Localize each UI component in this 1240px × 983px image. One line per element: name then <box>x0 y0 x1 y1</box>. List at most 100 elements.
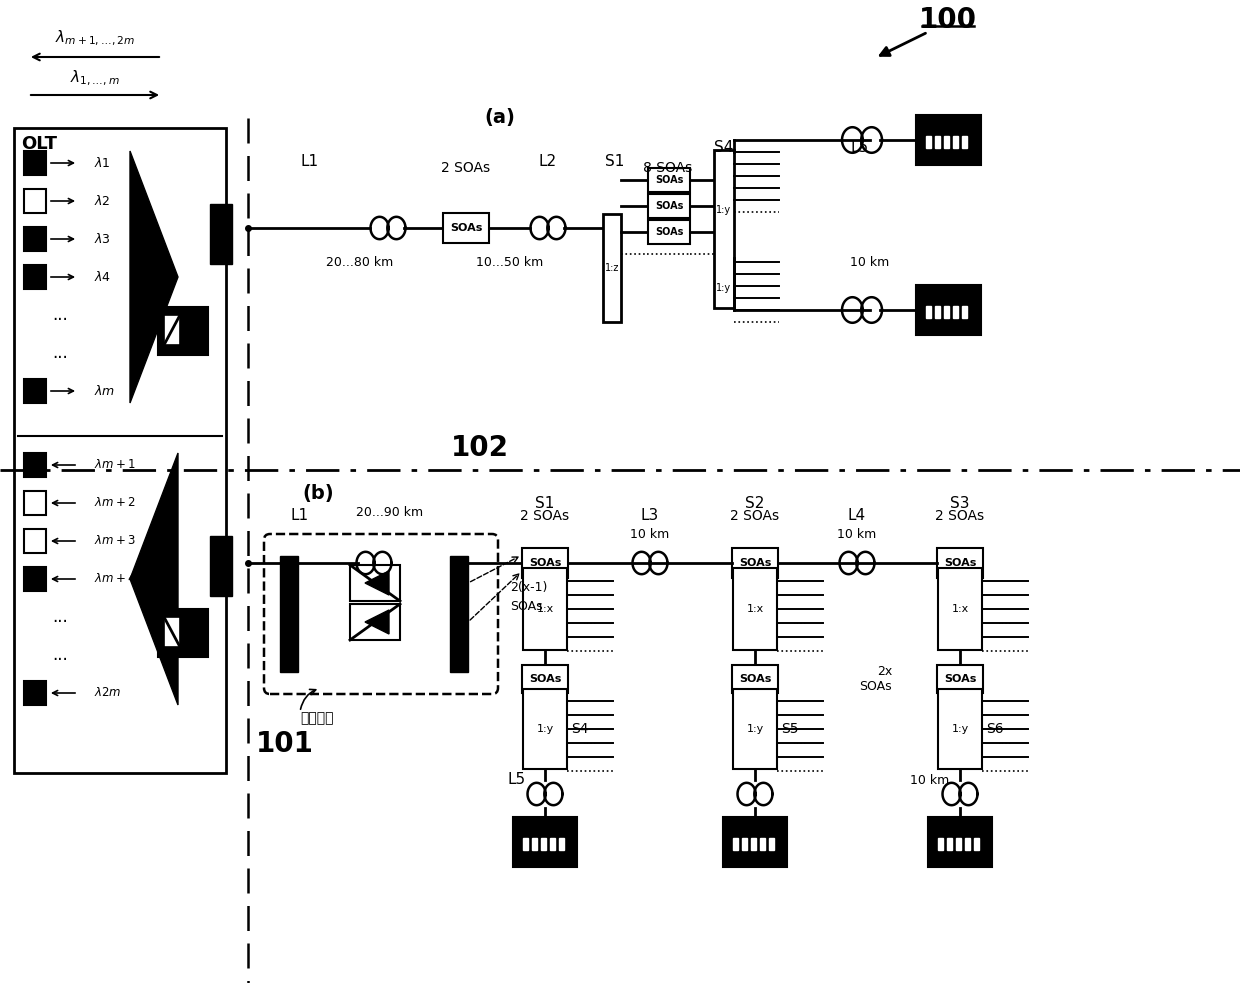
Text: SOAs: SOAs <box>450 223 482 233</box>
Text: 1:x: 1:x <box>537 604 553 614</box>
Bar <box>532 838 537 850</box>
Text: 102: 102 <box>451 434 508 462</box>
Text: SOAs: SOAs <box>528 674 562 684</box>
Bar <box>916 115 981 165</box>
Bar <box>551 838 556 850</box>
Bar <box>24 265 46 289</box>
Text: OLT: OLT <box>21 135 57 153</box>
Bar <box>965 838 970 850</box>
Bar <box>935 136 940 148</box>
Text: 10 km: 10 km <box>630 528 670 541</box>
Text: 1:y: 1:y <box>717 205 732 215</box>
Bar <box>210 204 232 264</box>
Text: SOAs: SOAs <box>944 558 976 568</box>
Text: 10 km: 10 km <box>837 528 877 541</box>
Bar <box>732 548 777 578</box>
Text: 2 SOAs: 2 SOAs <box>521 509 569 523</box>
Bar <box>733 689 777 769</box>
Bar <box>164 315 180 345</box>
Text: SOAs: SOAs <box>655 227 683 237</box>
Text: 101: 101 <box>257 730 314 758</box>
Text: 2 SOAs: 2 SOAs <box>935 509 985 523</box>
Bar <box>916 285 981 335</box>
Bar <box>164 617 180 647</box>
Bar <box>24 151 46 175</box>
Text: $\lambda 4$: $\lambda 4$ <box>94 270 112 284</box>
Bar <box>210 536 232 596</box>
Bar <box>522 665 568 693</box>
Text: SOAs: SOAs <box>510 600 543 612</box>
Bar <box>956 838 961 850</box>
Text: S1: S1 <box>605 154 625 169</box>
Bar <box>937 568 982 650</box>
Bar <box>24 379 46 403</box>
Bar <box>24 491 46 515</box>
Bar <box>603 214 621 322</box>
Bar <box>24 681 46 705</box>
Bar <box>751 838 756 850</box>
Polygon shape <box>365 610 389 634</box>
Bar <box>733 838 738 850</box>
Bar <box>928 817 992 867</box>
Bar <box>742 838 746 850</box>
Text: ....: .... <box>583 616 598 626</box>
Text: 20...90 km: 20...90 km <box>356 505 424 518</box>
Text: S4: S4 <box>714 141 734 155</box>
Bar <box>157 307 208 355</box>
Bar <box>947 838 952 850</box>
Text: 20...80 km: 20...80 km <box>326 256 393 268</box>
Text: L1: L1 <box>291 508 309 524</box>
Text: ....: .... <box>583 736 598 746</box>
Bar <box>962 136 967 148</box>
Text: SOAs: SOAs <box>655 201 683 211</box>
Text: 10 km: 10 km <box>851 256 889 268</box>
Text: 1:y: 1:y <box>951 724 968 734</box>
Bar <box>732 665 777 693</box>
Bar <box>523 568 567 650</box>
Text: 2 SOAs: 2 SOAs <box>730 509 780 523</box>
Bar <box>714 150 734 308</box>
Bar <box>769 838 774 850</box>
Text: S4: S4 <box>570 722 589 736</box>
Text: L3: L3 <box>641 508 660 524</box>
Text: $\lambda 1$: $\lambda 1$ <box>94 156 110 170</box>
Bar <box>962 306 967 318</box>
Bar <box>649 168 689 192</box>
Bar <box>954 136 959 148</box>
Bar <box>350 565 401 601</box>
Bar <box>937 665 983 693</box>
Text: 100: 100 <box>919 6 977 34</box>
Text: 10 km: 10 km <box>910 774 950 786</box>
Bar <box>760 838 765 850</box>
Polygon shape <box>365 571 389 595</box>
Text: 2(x-1): 2(x-1) <box>510 582 547 595</box>
Text: L5: L5 <box>851 141 869 155</box>
Text: ...: ... <box>52 306 68 324</box>
Bar <box>450 556 467 672</box>
Bar <box>559 838 564 850</box>
Text: 2x
SOAs: 2x SOAs <box>859 665 892 693</box>
Text: L5: L5 <box>508 773 526 787</box>
Text: S6: S6 <box>986 722 1003 736</box>
Bar <box>24 227 46 251</box>
Bar <box>935 306 940 318</box>
Bar <box>649 220 689 244</box>
Bar <box>926 136 931 148</box>
Text: SOAs: SOAs <box>944 674 976 684</box>
Bar <box>973 838 980 850</box>
Bar <box>350 604 401 640</box>
FancyBboxPatch shape <box>264 534 498 694</box>
Text: $\lambda 3$: $\lambda 3$ <box>94 232 110 246</box>
Text: $\lambda m$: $\lambda m$ <box>94 384 115 398</box>
Bar <box>926 306 931 318</box>
Bar <box>937 548 983 578</box>
Text: ....: .... <box>792 616 807 626</box>
Text: SOAs: SOAs <box>130 241 166 254</box>
Bar <box>523 689 567 769</box>
Bar <box>24 529 46 553</box>
Text: (a): (a) <box>485 108 516 128</box>
Text: 10...50 km: 10...50 km <box>476 256 543 268</box>
Text: 1:z: 1:z <box>605 263 619 273</box>
Text: 2 SOAs: 2 SOAs <box>441 161 491 175</box>
Bar <box>733 568 777 650</box>
